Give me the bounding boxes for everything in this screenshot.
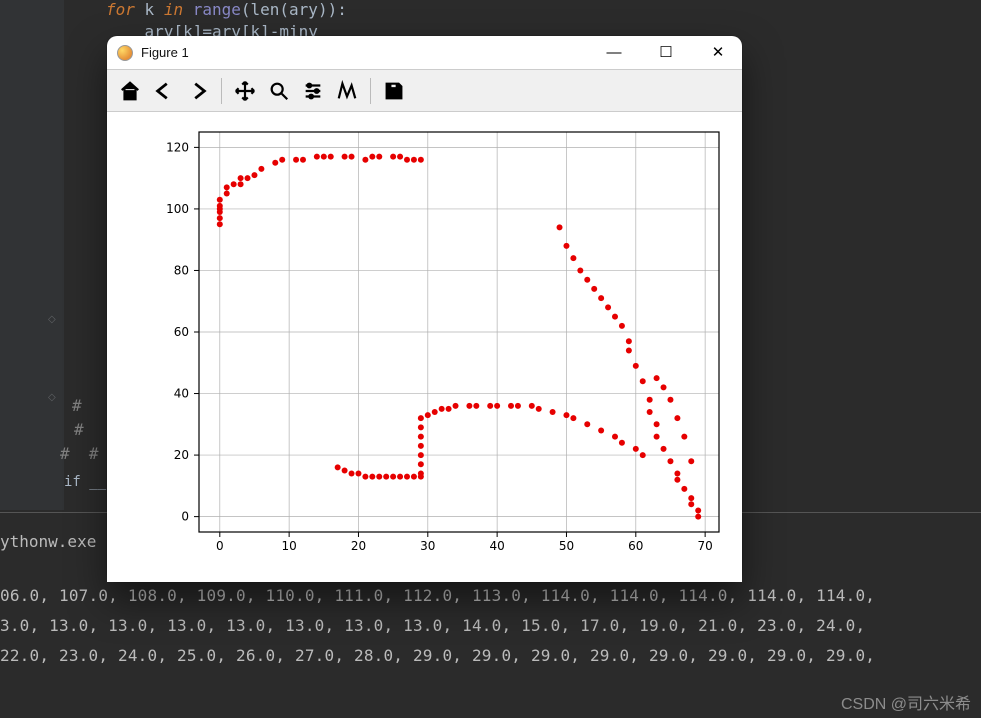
svg-text:80: 80 [174, 263, 189, 277]
watermark: CSDN @司六米希 [841, 690, 971, 714]
pan-button[interactable] [230, 76, 260, 106]
home-button[interactable] [115, 76, 145, 106]
titlebar[interactable]: Figure 1 — ☐ ✕ [107, 36, 742, 70]
window-title: Figure 1 [141, 45, 189, 60]
figure-window: Figure 1 — ☐ ✕ 0 10 20 30 40 50 60 70 0 20 40 60 80 1… [107, 36, 742, 582]
comment-hash: # [74, 420, 84, 439]
zoom-button[interactable] [264, 76, 294, 106]
svg-text:120: 120 [166, 140, 189, 154]
svg-text:50: 50 [559, 539, 574, 553]
configure-button[interactable] [298, 76, 328, 106]
forward-button[interactable] [183, 76, 213, 106]
fold-marker: ◇ [48, 314, 56, 325]
svg-text:0: 0 [181, 510, 189, 524]
comment-hash: # # [60, 444, 99, 463]
svg-text:10: 10 [281, 539, 296, 553]
close-button[interactable]: ✕ [704, 45, 732, 60]
console-output-row: 06.0, 107.0, 108.0, 109.0, 110.0, 111.0,… [0, 586, 875, 605]
console-output-row: 22.0, 23.0, 24.0, 25.0, 26.0, 27.0, 28.0… [0, 646, 875, 665]
maximize-button[interactable]: ☐ [652, 45, 680, 60]
toolbar [107, 70, 742, 112]
minimize-button[interactable]: — [600, 45, 628, 60]
svg-text:30: 30 [420, 539, 435, 553]
console-prompt: ythonw.exe [0, 532, 96, 551]
svg-text:40: 40 [174, 387, 189, 401]
comment-hash: # [72, 396, 82, 415]
svg-text:20: 20 [174, 448, 189, 462]
code-line-1: for k in range(len(ary)): [106, 0, 347, 19]
save-button[interactable] [379, 76, 409, 106]
fold-marker: ◇ [48, 392, 56, 403]
svg-text:70: 70 [697, 539, 712, 553]
matplotlib-icon [117, 45, 133, 61]
svg-text:60: 60 [174, 325, 189, 339]
svg-text:60: 60 [628, 539, 643, 553]
edit-button[interactable] [332, 76, 362, 106]
svg-text:20: 20 [351, 539, 366, 553]
plot-area[interactable]: 0 10 20 30 40 50 60 70 0 20 40 60 80 100 120 [107, 112, 742, 582]
back-button[interactable] [149, 76, 179, 106]
svg-text:40: 40 [489, 539, 504, 553]
console-output-row: 3.0, 13.0, 13.0, 13.0, 13.0, 13.0, 13.0,… [0, 616, 865, 635]
svg-text:0: 0 [216, 539, 224, 553]
svg-text:100: 100 [166, 202, 189, 216]
